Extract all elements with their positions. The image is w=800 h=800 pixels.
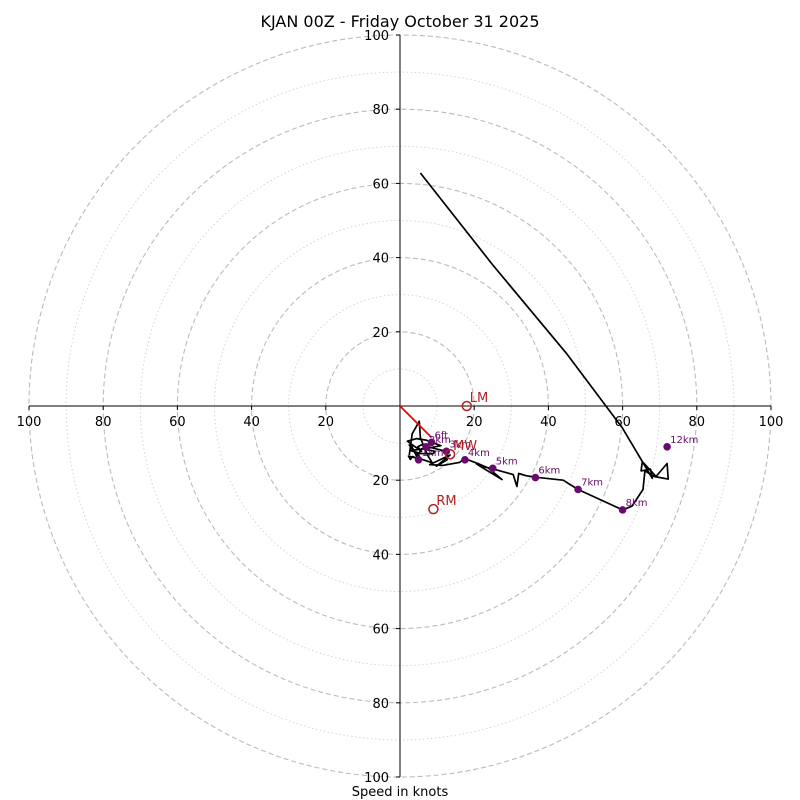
x-tick-label: 100	[759, 415, 784, 430]
height-marker-label: 3km	[449, 439, 471, 450]
x-tick-label: 40	[243, 415, 260, 430]
storm-motion-label: RM	[436, 494, 456, 509]
storm-motion-marker	[461, 400, 473, 412]
height-marker-dot	[488, 464, 497, 473]
height-marker-dot	[427, 438, 436, 447]
height-marker-dot	[414, 455, 423, 464]
y-tick-label: 60	[372, 177, 389, 192]
height-marker-label: 6km	[538, 466, 560, 477]
height-marker-label: 1km	[422, 448, 444, 459]
storm-motion-marker	[444, 448, 456, 460]
storm-motion-marker	[428, 503, 439, 515]
x-axis-label: Speed in knots	[352, 785, 449, 800]
shear-vector-line	[399, 405, 433, 439]
x-tick-label: 20	[466, 415, 483, 430]
y-tick-label: 80	[372, 103, 389, 118]
x-tick-label: 60	[169, 415, 186, 430]
y-tick-label: 100	[364, 29, 389, 44]
height-marker-dot	[618, 506, 627, 514]
storm-motion-label: MW	[453, 439, 477, 454]
y-tick-label: 80	[372, 697, 389, 712]
height-marker-label: 8km	[626, 498, 648, 509]
height-marker-dot	[574, 485, 582, 494]
y-tick-label: 40	[372, 252, 389, 267]
chart-title: KJAN 00Z - Friday October 31 2025	[260, 12, 539, 31]
x-tick-label: 20	[318, 415, 335, 430]
x-tick-label: 40	[540, 415, 557, 430]
height-marker-dot	[422, 443, 430, 451]
hodograph-line	[406, 172, 670, 511]
height-marker-label: 2km	[429, 435, 451, 446]
height-marker-dot	[531, 473, 540, 482]
height-marker-label: 12km	[670, 435, 698, 446]
height-marker-label: 5km	[496, 456, 518, 467]
x-tick-label: 60	[614, 415, 631, 430]
storm-motion-label: LM	[470, 391, 488, 406]
height-marker-label: 7km	[581, 477, 603, 488]
height-marker-label: 4km	[468, 448, 490, 459]
x-tick-label: 80	[95, 415, 112, 430]
storm-motion-markers: LM RM MW	[428, 391, 488, 515]
y-tick-label: 40	[372, 548, 389, 563]
tick-labels: 100 80 60 40 20 20 40 60 80 100 100 80 60 40 20 20 40 60 8…	[17, 29, 784, 786]
y-tick-label: 20	[372, 326, 389, 341]
hodograph-trace	[406, 172, 670, 511]
y-tick-label: 60	[372, 623, 389, 638]
height-marker-label: 6ft	[435, 430, 449, 441]
x-tick-label: 80	[689, 415, 706, 430]
shear-vector	[399, 405, 433, 439]
height-marker-dot	[663, 443, 671, 451]
x-tick-label: 100	[17, 415, 42, 430]
height-marker-dot	[461, 455, 469, 464]
y-tick-label: 100	[364, 771, 389, 786]
y-tick-label: 20	[372, 474, 389, 489]
